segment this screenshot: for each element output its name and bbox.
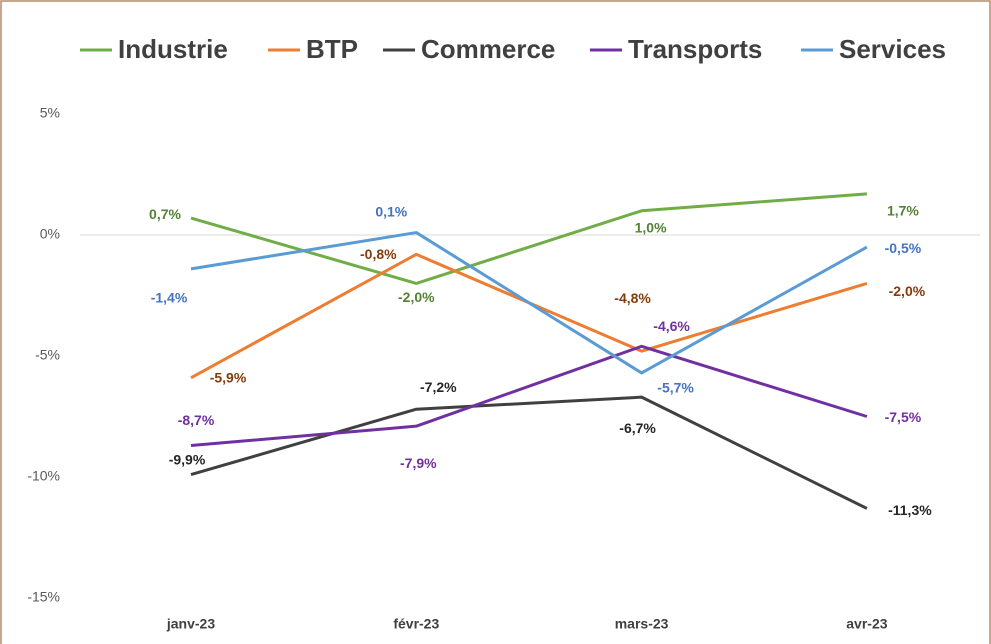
x-tick-label: janv-23 [166,616,215,632]
data-label: -2,0% [398,289,435,305]
data-label: -7,5% [885,409,922,425]
data-label: -7,2% [420,379,457,395]
data-label: 0,7% [149,206,181,222]
legend-label: Services [839,34,946,64]
data-label: 1,0% [635,220,667,236]
data-label: -5,7% [657,380,694,396]
data-label: -4,6% [653,318,690,334]
x-tick-label: févr-23 [393,616,439,632]
y-tick-label: -5% [35,347,60,363]
data-label: -9,9% [169,451,206,467]
series-line [190,395,868,510]
data-label: -8,7% [178,412,215,428]
data-label: -1,4% [151,290,188,306]
y-tick-label: 5% [40,105,60,121]
data-label: -6,7% [619,420,656,436]
y-tick-label: -10% [27,468,60,484]
data-label: -7,9% [400,455,437,471]
data-label: -0,5% [885,240,922,256]
data-label: 1,7% [887,203,919,219]
data-label: -11,3% [888,502,932,518]
x-tick-label: avr-23 [846,616,887,632]
y-tick-label: 0% [40,226,60,242]
legend-label: Commerce [421,34,555,64]
y-tick-label: -15% [27,589,60,605]
data-label: 0,1% [375,203,407,219]
x-tick-label: mars-23 [615,616,669,632]
series-line [190,231,868,375]
data-label: -5,9% [210,369,247,385]
legend-label: BTP [306,34,358,64]
legend-label: Transports [628,34,762,64]
series-line [190,344,868,448]
data-label: -4,8% [614,290,651,306]
legend-label: Industrie [118,34,228,64]
data-label: -0,8% [360,246,397,262]
data-label: -2,0% [889,283,926,299]
